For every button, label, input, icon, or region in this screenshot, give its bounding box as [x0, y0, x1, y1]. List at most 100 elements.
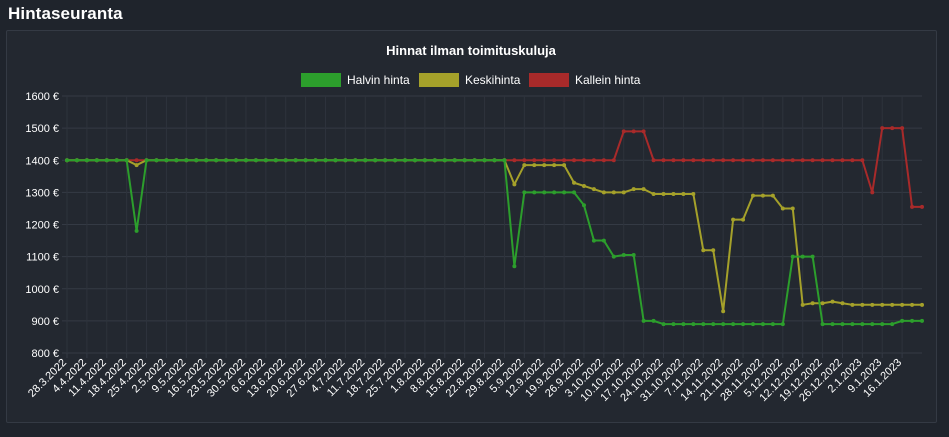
data-point-kallein-hinta[interactable]	[552, 158, 557, 163]
data-point-kallein-hinta[interactable]	[880, 126, 885, 131]
data-point-halvin-hinta[interactable]	[890, 322, 895, 327]
data-point-halvin-hinta[interactable]	[760, 322, 765, 327]
data-point-halvin-hinta[interactable]	[920, 318, 924, 323]
data-point-kallein-hinta[interactable]	[611, 158, 616, 163]
data-point-halvin-hinta[interactable]	[403, 158, 408, 163]
data-point-halvin-hinta[interactable]	[224, 158, 229, 163]
data-point-halvin-hinta[interactable]	[273, 158, 278, 163]
data-point-keskihinta[interactable]	[591, 187, 596, 192]
data-point-kallein-hinta[interactable]	[631, 129, 636, 134]
data-point-kallein-hinta[interactable]	[562, 158, 567, 163]
data-point-halvin-hinta[interactable]	[512, 264, 517, 269]
data-point-keskihinta[interactable]	[611, 190, 616, 195]
data-point-keskihinta[interactable]	[860, 302, 865, 307]
data-point-keskihinta[interactable]	[572, 180, 577, 185]
data-point-kallein-hinta[interactable]	[820, 158, 825, 163]
data-point-kallein-hinta[interactable]	[661, 158, 666, 163]
data-point-halvin-hinta[interactable]	[214, 158, 219, 163]
data-point-kallein-hinta[interactable]	[780, 158, 785, 163]
data-point-keskihinta[interactable]	[701, 248, 706, 253]
data-point-halvin-hinta[interactable]	[691, 322, 696, 327]
data-point-keskihinta[interactable]	[661, 191, 666, 196]
data-point-halvin-hinta[interactable]	[591, 238, 596, 243]
data-point-kallein-hinta[interactable]	[900, 126, 905, 131]
data-point-keskihinta[interactable]	[681, 191, 686, 196]
data-point-halvin-hinta[interactable]	[432, 158, 437, 163]
legend-label-keskihinta[interactable]: Keskihinta	[465, 73, 521, 87]
data-point-keskihinta[interactable]	[800, 302, 805, 307]
data-point-halvin-hinta[interactable]	[641, 318, 646, 323]
data-point-halvin-hinta[interactable]	[621, 253, 626, 258]
data-point-halvin-hinta[interactable]	[323, 158, 328, 163]
data-point-keskihinta[interactable]	[890, 302, 895, 307]
data-point-halvin-hinta[interactable]	[373, 158, 378, 163]
data-point-kallein-hinta[interactable]	[701, 158, 706, 163]
data-point-halvin-hinta[interactable]	[800, 254, 805, 259]
data-point-keskihinta[interactable]	[631, 187, 636, 192]
data-point-halvin-hinta[interactable]	[581, 203, 586, 208]
data-point-keskihinta[interactable]	[601, 190, 606, 195]
data-point-halvin-hinta[interactable]	[343, 158, 348, 163]
data-point-keskihinta[interactable]	[830, 299, 835, 304]
data-point-halvin-hinta[interactable]	[472, 158, 477, 163]
data-point-halvin-hinta[interactable]	[134, 228, 139, 233]
data-point-keskihinta[interactable]	[522, 163, 527, 168]
data-point-halvin-hinta[interactable]	[542, 190, 547, 195]
data-point-kallein-hinta[interactable]	[532, 158, 537, 163]
data-point-keskihinta[interactable]	[562, 163, 567, 168]
data-point-halvin-hinta[interactable]	[562, 190, 567, 195]
data-point-halvin-hinta[interactable]	[910, 318, 915, 323]
data-point-kallein-hinta[interactable]	[572, 158, 577, 163]
data-point-halvin-hinta[interactable]	[482, 158, 487, 163]
data-point-kallein-hinta[interactable]	[721, 158, 726, 163]
data-point-keskihinta[interactable]	[810, 301, 815, 306]
data-point-halvin-hinta[interactable]	[492, 158, 497, 163]
data-point-kallein-hinta[interactable]	[850, 158, 855, 163]
data-point-kallein-hinta[interactable]	[910, 204, 915, 209]
data-point-halvin-hinta[interactable]	[790, 254, 795, 259]
data-point-kallein-hinta[interactable]	[542, 158, 547, 163]
data-point-halvin-hinta[interactable]	[522, 190, 527, 195]
data-point-halvin-hinta[interactable]	[154, 158, 159, 163]
data-point-keskihinta[interactable]	[780, 206, 785, 211]
data-point-keskihinta[interactable]	[671, 191, 676, 196]
data-point-halvin-hinta[interactable]	[900, 318, 905, 323]
data-point-keskihinta[interactable]	[880, 302, 885, 307]
data-point-kallein-hinta[interactable]	[711, 158, 716, 163]
data-point-halvin-hinta[interactable]	[104, 158, 109, 163]
data-point-halvin-hinta[interactable]	[860, 322, 865, 327]
data-point-kallein-hinta[interactable]	[920, 204, 924, 209]
data-point-keskihinta[interactable]	[900, 302, 905, 307]
data-point-keskihinta[interactable]	[691, 191, 696, 196]
data-point-halvin-hinta[interactable]	[144, 158, 149, 163]
data-point-keskihinta[interactable]	[512, 182, 517, 187]
data-point-kallein-hinta[interactable]	[651, 158, 656, 163]
legend-label-kallein-hinta[interactable]: Kallein hinta	[575, 73, 641, 87]
data-point-halvin-hinta[interactable]	[164, 158, 169, 163]
data-point-halvin-hinta[interactable]	[850, 322, 855, 327]
data-point-keskihinta[interactable]	[910, 302, 915, 307]
data-point-halvin-hinta[interactable]	[880, 322, 885, 327]
data-point-kallein-hinta[interactable]	[750, 158, 755, 163]
data-point-keskihinta[interactable]	[760, 193, 765, 198]
data-point-keskihinta[interactable]	[641, 187, 646, 192]
data-point-kallein-hinta[interactable]	[671, 158, 676, 163]
data-point-kallein-hinta[interactable]	[890, 126, 895, 131]
data-point-halvin-hinta[interactable]	[731, 322, 736, 327]
data-point-halvin-hinta[interactable]	[422, 158, 427, 163]
data-point-halvin-hinta[interactable]	[94, 158, 99, 163]
data-point-halvin-hinta[interactable]	[243, 158, 248, 163]
data-point-halvin-hinta[interactable]	[114, 158, 119, 163]
data-point-halvin-hinta[interactable]	[74, 158, 79, 163]
data-point-halvin-hinta[interactable]	[363, 158, 368, 163]
data-point-halvin-hinta[interactable]	[840, 322, 845, 327]
legend-swatch-kallein-hinta[interactable]	[529, 73, 569, 87]
data-point-halvin-hinta[interactable]	[820, 322, 825, 327]
data-point-keskihinta[interactable]	[770, 193, 775, 198]
data-point-kallein-hinta[interactable]	[790, 158, 795, 163]
data-point-kallein-hinta[interactable]	[800, 158, 805, 163]
data-point-kallein-hinta[interactable]	[860, 158, 865, 163]
data-point-keskihinta[interactable]	[820, 301, 825, 306]
data-point-keskihinta[interactable]	[870, 302, 875, 307]
data-point-halvin-hinta[interactable]	[601, 238, 606, 243]
